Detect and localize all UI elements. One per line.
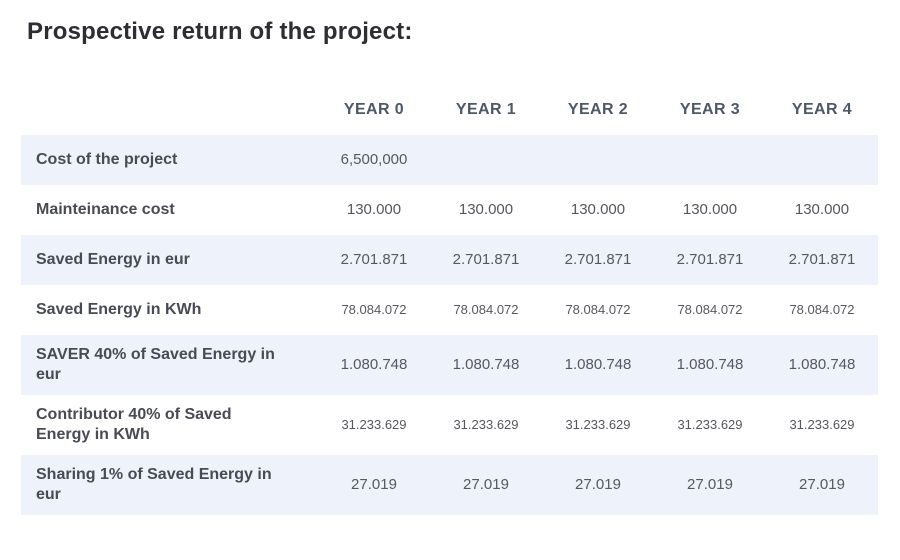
cell-value: 2.701.871 [676, 251, 744, 268]
table-row: Saved Energy in KWh 78.084.072 78.084.072 7… [21, 285, 878, 335]
column-header-year-3: YEAR 3 [679, 101, 741, 118]
row-label: Sharing 1% of Saved Energy in eur [36, 466, 272, 503]
cell-value: 27.019 [463, 476, 509, 493]
cell-value: 2.701.871 [452, 251, 520, 268]
cell-value: 31.233.629 [565, 417, 631, 432]
cell-value [430, 135, 542, 185]
cell-value: 6,500,000 [340, 151, 408, 168]
page-title: Prospective return of the project: [27, 18, 413, 45]
cell-value [542, 135, 654, 185]
row-label: Contributor 40% of Saved Energy in KWh [36, 406, 232, 443]
cell-value: 27.019 [687, 476, 733, 493]
cell-value: 130.000 [346, 201, 402, 218]
table-row: Contributor 40% of Saved Energy in KWh 31… [21, 395, 878, 455]
cell-value: 78.084.072 [565, 302, 631, 317]
cell-value: 27.019 [575, 476, 621, 493]
cell-value: 2.701.871 [564, 251, 632, 268]
row-label: Saved Energy in KWh [36, 301, 202, 318]
cell-value: 31.233.629 [453, 417, 519, 432]
cell-value: 27.019 [351, 476, 397, 493]
cell-value: 1.080.748 [564, 356, 632, 373]
cell-value [766, 135, 878, 185]
returns-table: YEAR 0 YEAR 1 YEAR 2 YEAR 3 YEAR 4 Cost of t… [21, 46, 878, 515]
row-label: Mainteinance cost [36, 201, 175, 218]
cell-value: 1.080.748 [340, 356, 408, 373]
cell-value: 1.080.748 [452, 356, 520, 373]
column-header-year-2: YEAR 2 [567, 101, 629, 118]
cell-value: 1.080.748 [788, 356, 856, 373]
table-body: Cost of the project 6,500,000 Mainteinance… [21, 135, 878, 515]
cell-value: 130.000 [794, 201, 850, 218]
column-header-year-1: YEAR 1 [455, 101, 517, 118]
row-label: Cost of the project [36, 151, 178, 168]
column-header-year-0: YEAR 0 [343, 101, 405, 118]
cell-value: 78.084.072 [789, 302, 855, 317]
column-header-year-4: YEAR 4 [791, 101, 853, 118]
row-label: Saved Energy in eur [36, 251, 190, 268]
table-row: Saved Energy in eur 2.701.871 2.701.871 2.7… [21, 235, 878, 285]
cell-value: 2.701.871 [788, 251, 856, 268]
cell-value [654, 135, 766, 185]
cell-value: 130.000 [570, 201, 626, 218]
cell-value: 31.233.629 [341, 417, 407, 432]
cell-value: 78.084.072 [341, 302, 407, 317]
cell-value: 31.233.629 [789, 417, 855, 432]
header-row: YEAR 0 YEAR 1 YEAR 2 YEAR 3 YEAR 4 [21, 46, 878, 135]
row-label: SAVER 40% of Saved Energy in eur [36, 346, 275, 383]
table-row: SAVER 40% of Saved Energy in eur 1.080.74… [21, 335, 878, 395]
cell-value: 2.701.871 [340, 251, 408, 268]
cell-value: 78.084.072 [453, 302, 519, 317]
table-corner-spacer [21, 46, 318, 135]
cell-value: 130.000 [682, 201, 738, 218]
cell-value: 78.084.072 [677, 302, 743, 317]
table-row: Cost of the project 6,500,000 [21, 135, 878, 185]
table-row: Sharing 1% of Saved Energy in eur 27.019 2… [21, 455, 878, 515]
cell-value: 31.233.629 [677, 417, 743, 432]
cell-value: 27.019 [799, 476, 845, 493]
table-row: Mainteinance cost 130.000 130.000 130.000 13… [21, 185, 878, 235]
cell-value: 130.000 [458, 201, 514, 218]
cell-value: 1.080.748 [676, 356, 744, 373]
